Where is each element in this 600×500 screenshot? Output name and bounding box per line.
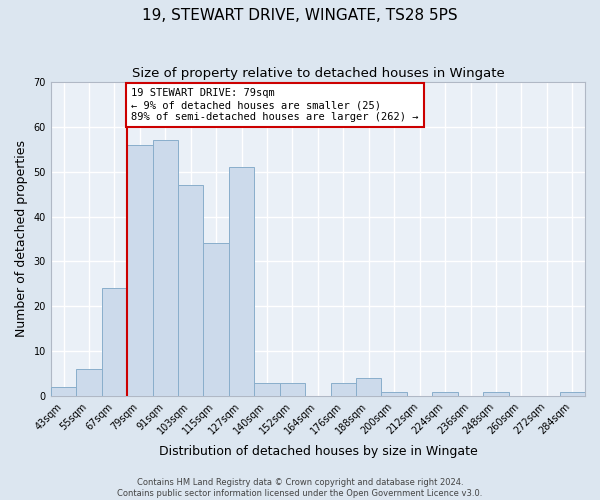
Text: 19, STEWART DRIVE, WINGATE, TS28 5PS: 19, STEWART DRIVE, WINGATE, TS28 5PS	[142, 8, 458, 22]
Bar	[254, 383, 280, 396]
Bar	[560, 392, 585, 396]
Bar	[76, 370, 101, 396]
Text: 19 STEWART DRIVE: 79sqm
← 9% of detached houses are smaller (25)
89% of semi-det: 19 STEWART DRIVE: 79sqm ← 9% of detached…	[131, 88, 418, 122]
Bar	[356, 378, 382, 396]
Bar	[280, 383, 305, 396]
Bar	[483, 392, 509, 396]
Bar	[127, 144, 152, 396]
Bar	[152, 140, 178, 396]
X-axis label: Distribution of detached houses by size in Wingate: Distribution of detached houses by size …	[158, 444, 477, 458]
Bar	[331, 383, 356, 396]
Bar	[382, 392, 407, 396]
Bar	[101, 288, 127, 397]
Bar	[178, 185, 203, 396]
Bar	[51, 388, 76, 396]
Bar	[433, 392, 458, 396]
Title: Size of property relative to detached houses in Wingate: Size of property relative to detached ho…	[131, 68, 504, 80]
Bar	[229, 167, 254, 396]
Y-axis label: Number of detached properties: Number of detached properties	[15, 140, 28, 338]
Text: Contains HM Land Registry data © Crown copyright and database right 2024.
Contai: Contains HM Land Registry data © Crown c…	[118, 478, 482, 498]
Bar	[203, 244, 229, 396]
